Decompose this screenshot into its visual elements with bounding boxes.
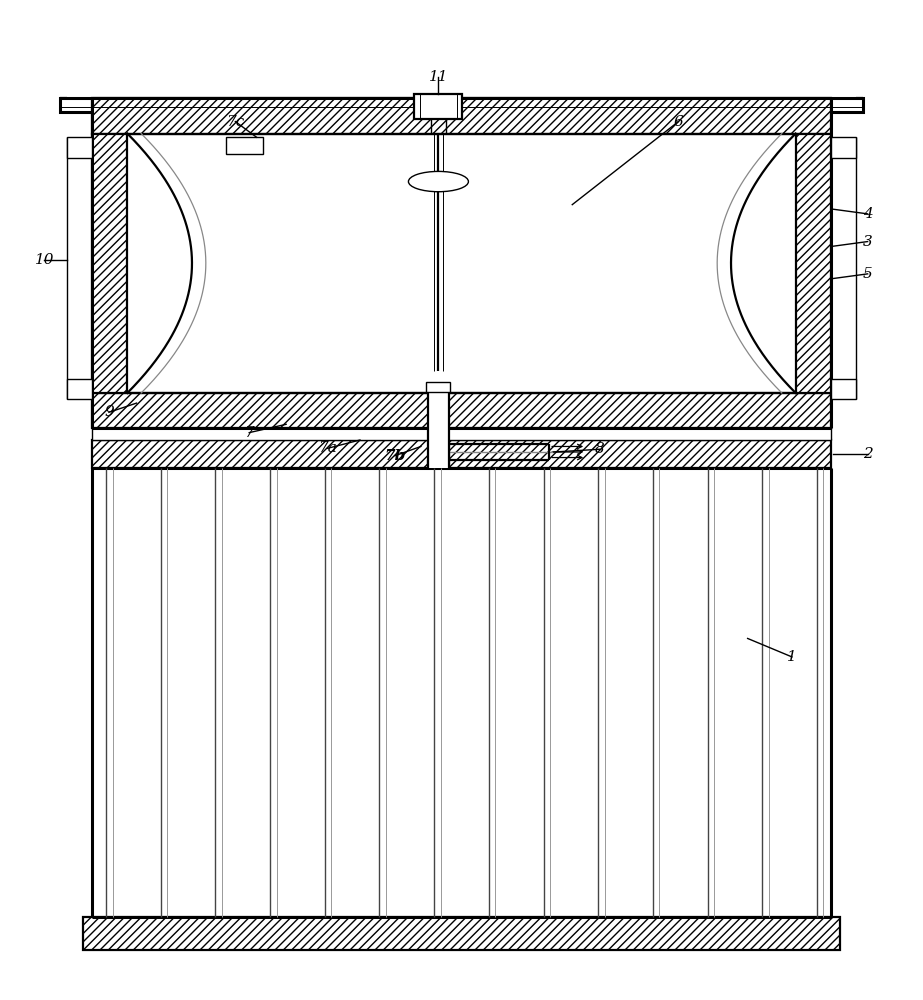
Bar [426, 382, 450, 392]
Bar [83, 917, 840, 950]
Text: 10: 10 [34, 253, 54, 267]
Text: 6: 6 [674, 115, 683, 129]
Text: 4: 4 [863, 207, 872, 221]
Bar [831, 379, 856, 399]
Text: 8: 8 [595, 442, 605, 456]
Text: 2: 2 [863, 447, 872, 461]
Ellipse shape [408, 171, 468, 192]
Text: 7: 7 [245, 426, 254, 440]
Text: 9: 9 [104, 405, 114, 419]
Bar [92, 428, 831, 440]
Text: 5: 5 [863, 267, 872, 281]
Text: 7a: 7a [318, 441, 337, 455]
Text: 1: 1 [787, 650, 797, 664]
Text: 3: 3 [863, 235, 872, 249]
Text: 7b: 7b [384, 449, 406, 463]
Bar [414, 94, 462, 119]
Bar [60, 98, 863, 112]
Bar [428, 392, 449, 468]
Bar [92, 134, 127, 393]
Bar [831, 137, 856, 158]
Bar [92, 393, 831, 428]
Bar [92, 440, 831, 468]
Bar [796, 134, 831, 393]
Bar [67, 137, 92, 158]
Bar [226, 137, 263, 154]
Bar [67, 379, 92, 399]
Bar [92, 98, 831, 134]
Text: 7c: 7c [226, 115, 245, 129]
Text: 11: 11 [428, 70, 449, 84]
